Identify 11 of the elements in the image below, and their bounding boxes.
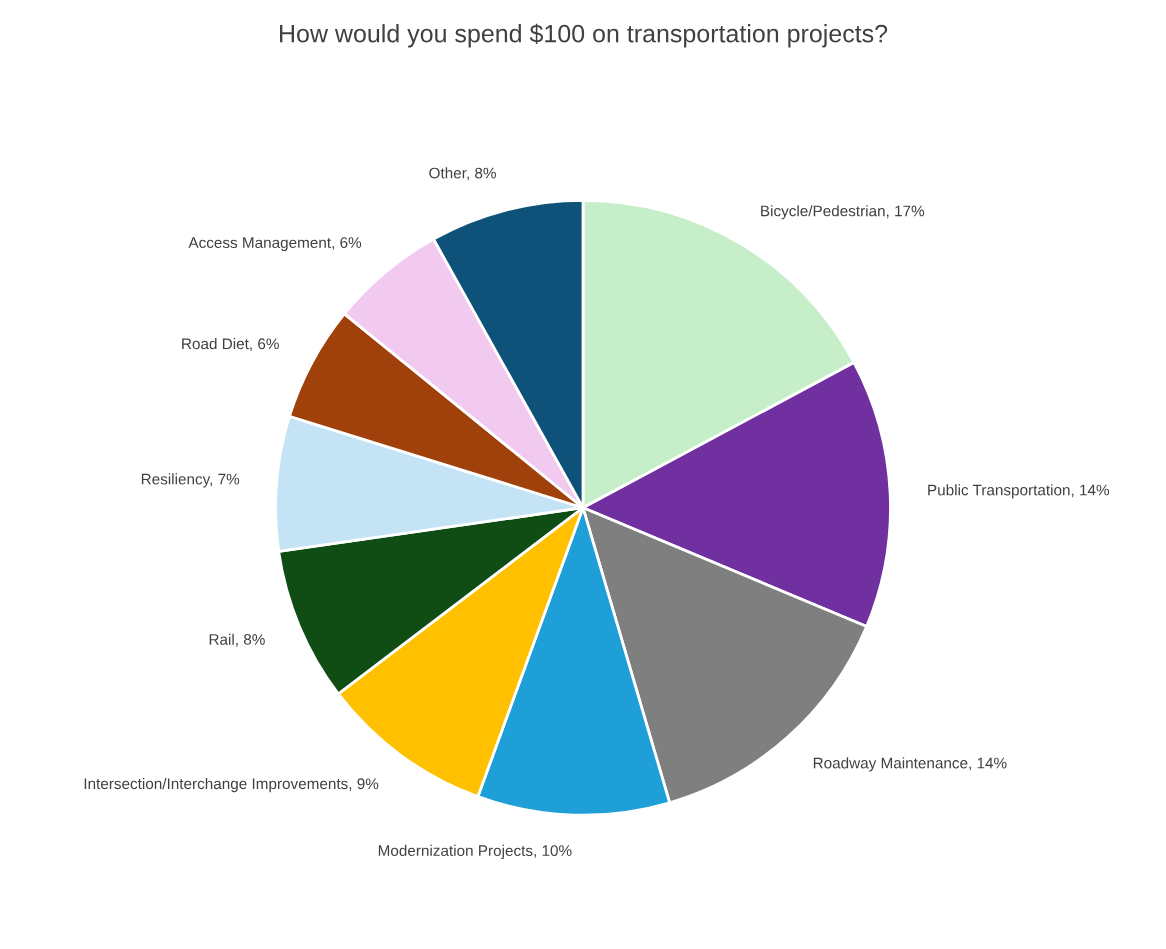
slice-label: Other, 8%: [429, 167, 496, 181]
slice-label: Public Transportation, 14%: [928, 484, 1110, 499]
slice-label: Resiliency, 7%: [141, 473, 240, 488]
slice-label: Access Management, 6%: [188, 237, 362, 252]
chart-title: How would you spend $100 on transportation projects?: [280, 23, 888, 48]
slice-label: Intersection/Interchange Improvements, 9%: [84, 777, 379, 793]
slice-label: Rail, 8%: [209, 633, 265, 647]
slice-label: Modernization Projects, 10%: [378, 844, 572, 860]
slice-label: Roadway Maintenance, 14%: [813, 757, 1007, 772]
slice-label: Bicycle/Pedestrian, 17%: [761, 205, 925, 220]
slice-label: Road Diet, 6%: [182, 337, 279, 351]
